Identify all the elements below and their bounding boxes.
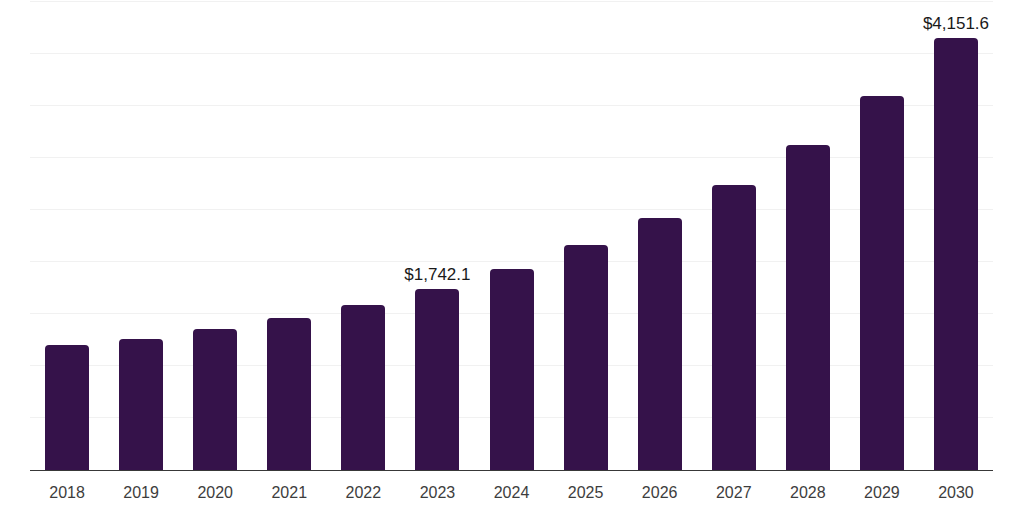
bar-2027: [712, 185, 756, 470]
bars-container: $1,742.1 $4,151.6: [30, 2, 993, 470]
bar-2025: [564, 245, 608, 470]
bar-chart: $1,742.1$4,151.6 20182019202020212022202…: [0, 0, 1024, 512]
bar-slot-2028: [771, 2, 845, 470]
x-tick-2027: 2027: [697, 471, 771, 502]
x-tick-2019: 2019: [104, 471, 178, 502]
bar-slot-2020: [178, 2, 252, 470]
bar-2023: [415, 289, 459, 470]
bar-slot-2030: $4,151.6: [919, 2, 993, 470]
bar-2026: [638, 218, 682, 470]
x-tick-2026: 2026: [623, 471, 697, 502]
x-tick-2018: 2018: [30, 471, 104, 502]
bar-2019: [119, 339, 163, 470]
x-tick-2022: 2022: [326, 471, 400, 502]
bar-slot-2022: [326, 2, 400, 470]
bar-slot-2024: [474, 2, 548, 470]
x-tick-2028: 2028: [771, 471, 845, 502]
bar-2021: [267, 318, 311, 470]
bar-2024: [490, 269, 534, 470]
bar-slot-2026: [623, 2, 697, 470]
x-tick-2025: 2025: [549, 471, 623, 502]
bar-2020: [193, 329, 237, 470]
plot-area: $1,742.1 $4,151.6: [30, 2, 993, 471]
bar-slot-2021: [252, 2, 326, 470]
x-tick-2020: 2020: [178, 471, 252, 502]
bar-2022: [341, 305, 385, 470]
x-tick-2023: 2023: [400, 471, 474, 502]
x-tick-2030: 2030: [919, 471, 993, 502]
x-tick-2024: 2024: [474, 471, 548, 502]
bar-2028: [786, 145, 830, 470]
x-tick-2029: 2029: [845, 471, 919, 502]
bar-slot-2029: [845, 2, 919, 470]
value-label-2023: $1,742.1: [404, 266, 470, 283]
chart-area: $1,742.1$4,151.6 20182019202020212022202…: [30, 2, 993, 512]
bar-slot-2025: [549, 2, 623, 470]
x-axis: 2018201920202021202220232024202520262027…: [30, 471, 993, 502]
x-tick-2021: 2021: [252, 471, 326, 502]
bar-2029: [860, 96, 904, 470]
bar-2018: [45, 345, 89, 470]
bar-slot-2027: [697, 2, 771, 470]
bar-slot-2018: [30, 2, 104, 470]
bar-slot-2023: $1,742.1: [400, 2, 474, 470]
value-label-2030: $4,151.6: [923, 15, 989, 32]
bar-2030: [934, 38, 978, 470]
bar-slot-2019: [104, 2, 178, 470]
